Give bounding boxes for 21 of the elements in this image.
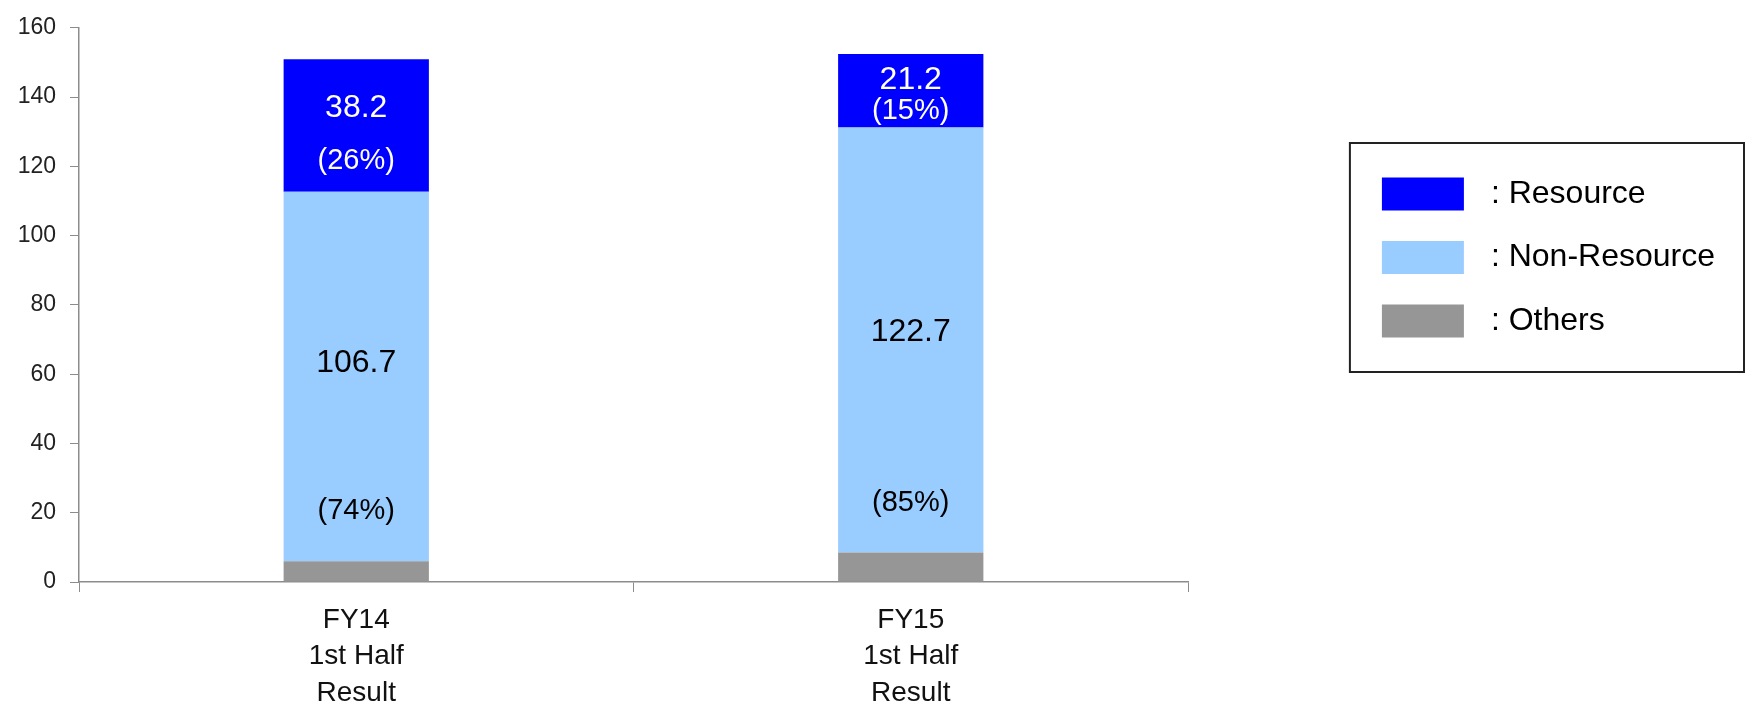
- x-tick-label: FY15 1st Half Result: [863, 602, 959, 707]
- text: 122.7 (85%): [870, 312, 951, 517]
- x-tick-label: FY14 1st Half Result: [308, 602, 404, 707]
- y-tick-label: 20: [30, 498, 56, 525]
- y-tick-label: 60: [30, 359, 56, 386]
- y-tick-label: 120: [17, 151, 56, 178]
- y-tick-label: 140: [17, 82, 56, 109]
- text: 106.7 (74%): [316, 343, 397, 526]
- data-label: 21.2 (15%): [872, 60, 950, 125]
- y-tick-label: 80: [30, 290, 56, 317]
- data-label: 38.2 (26%): [317, 88, 395, 176]
- y-tick-label: 100: [17, 220, 56, 247]
- bar: [283, 191, 429, 562]
- bar: [283, 59, 429, 192]
- y-tick-label: 0: [43, 567, 56, 594]
- y-tick-label: 40: [30, 428, 56, 455]
- bar: [838, 127, 984, 553]
- legend-label: : Others: [1490, 300, 1605, 337]
- legend-label: : Non-Resource: [1490, 237, 1715, 274]
- legend-label: : Resource: [1490, 173, 1646, 210]
- y-tick-label: 160: [17, 13, 56, 40]
